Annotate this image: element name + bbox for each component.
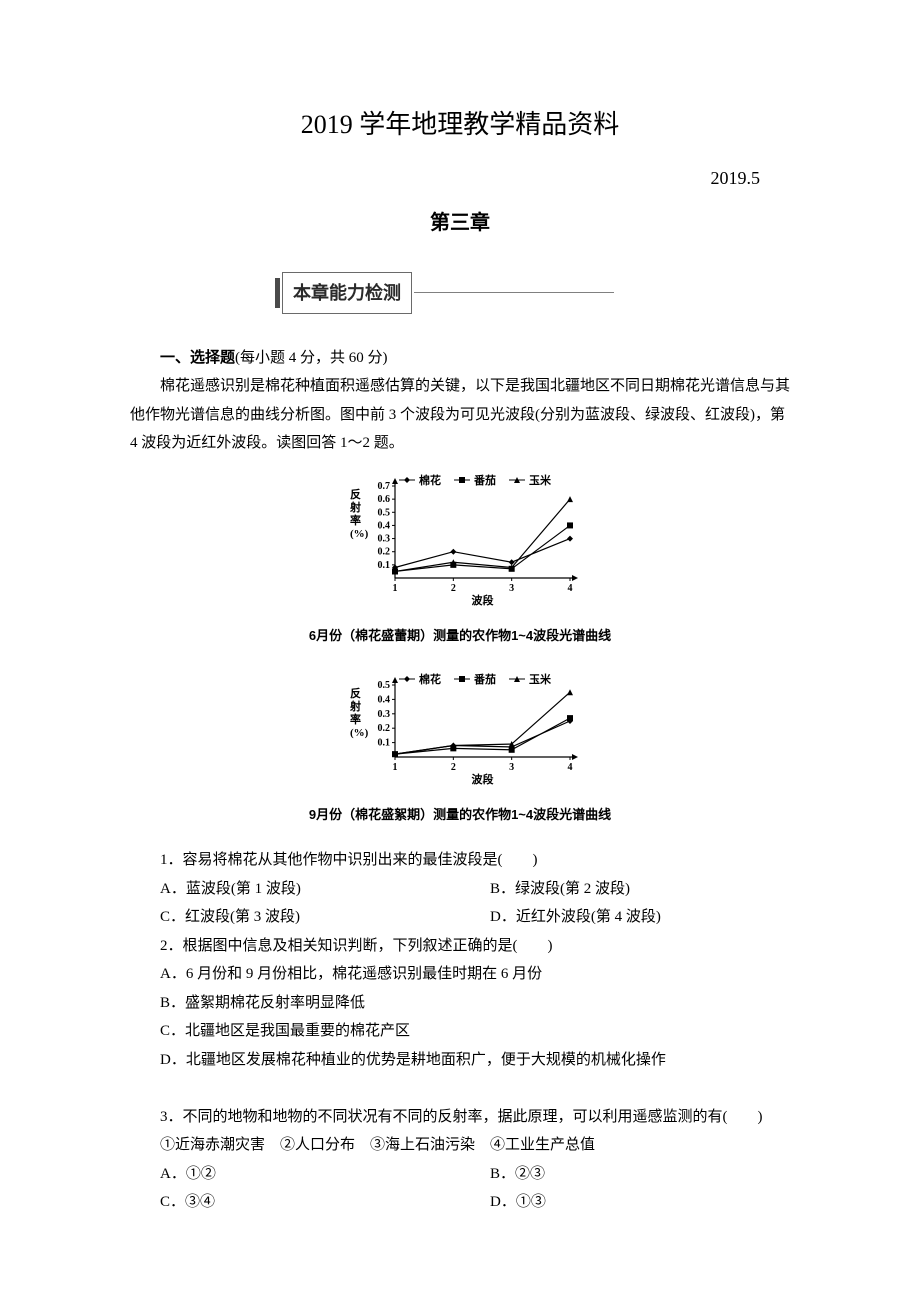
intro-paragraph: 棉花遥感识别是棉花种植面积遥感估算的关键，以下是我国北疆地区不同日期棉花光谱信息… [130, 372, 790, 458]
svg-text:2: 2 [451, 583, 456, 594]
chart-2-caption: 9月份（棉花盛絮期）测量的农作物1~4波段光谱曲线 [130, 803, 790, 828]
svg-text:0.4: 0.4 [378, 520, 391, 531]
q1-stem: 1．容易将棉花从其他作物中识别出来的最佳波段是( ) [130, 846, 790, 875]
main-title: 2019 学年地理教学精品资料 [130, 100, 790, 149]
ability-badge: 本章能力检测 [275, 272, 790, 314]
badge-underline [414, 292, 614, 293]
svg-text:射: 射 [349, 699, 361, 713]
svg-text:0.3: 0.3 [378, 533, 391, 544]
svg-text:(%): (%) [350, 727, 369, 739]
svg-text:棉花: 棉花 [419, 672, 441, 686]
q1-opt-b: B．绿波段(第 2 波段) [460, 875, 790, 904]
svg-text:0.5: 0.5 [378, 680, 391, 691]
svg-text:4: 4 [568, 583, 573, 594]
svg-text:0.2: 0.2 [378, 723, 391, 734]
date-line: 2019.5 [130, 161, 790, 195]
svg-text:0.4: 0.4 [378, 694, 391, 705]
svg-text:0.5: 0.5 [378, 507, 391, 518]
svg-text:0.1: 0.1 [378, 738, 391, 749]
q2-opt-d: D．北疆地区发展棉花种植业的优势是耕地面积广，便于大规模的机械化操作 [130, 1046, 790, 1075]
badge-bar [275, 278, 280, 308]
chart-1-caption: 6月份（棉花盛蕾期）测量的农作物1~4波段光谱曲线 [130, 624, 790, 649]
svg-text:波段: 波段 [472, 772, 494, 786]
chapter-title: 第三章 [130, 204, 790, 242]
svg-text:番茄: 番茄 [473, 672, 496, 686]
svg-text:反: 反 [350, 686, 361, 700]
q3-stem: 3．不同的地物和地物的不同状况有不同的反射率，据此原理，可以利用遥感监测的有( … [100, 1103, 790, 1132]
spacer [130, 1074, 790, 1103]
svg-text:射: 射 [349, 500, 361, 514]
q2-opt-b: B．盛絮期棉花反射率明显降低 [130, 989, 790, 1018]
q2-opt-a: A．6 月份和 9 月份相比，棉花遥感识别最佳时期在 6 月份 [130, 960, 790, 989]
q3-options-row2: C．③④ D．①③ [130, 1188, 790, 1217]
section-heading-note: (每小题 4 分，共 60 分) [235, 350, 388, 366]
svg-text:反: 反 [350, 487, 361, 501]
svg-text:0.3: 0.3 [378, 709, 391, 720]
q3-opt-d: D．①③ [460, 1188, 790, 1217]
svg-text:0.6: 0.6 [378, 494, 391, 505]
q1-options-row2: C．红波段(第 3 波段) D．近红外波段(第 4 波段) [130, 903, 790, 932]
q2-stem: 2．根据图中信息及相关知识判断，下列叙述正确的是( ) [130, 932, 790, 961]
svg-text:番茄: 番茄 [473, 473, 496, 487]
svg-text:3: 3 [509, 583, 514, 594]
svg-text:0.1: 0.1 [378, 560, 391, 571]
svg-text:波段: 波段 [472, 593, 494, 607]
svg-text:0.2: 0.2 [378, 546, 391, 557]
svg-text:3: 3 [509, 762, 514, 773]
chart-1: 0.1 0.2 0.3 0.4 0.5 0.6 0.7 1 2 3 4 反射率(%) 波段 棉花 番茄 玉米 [130, 468, 790, 619]
svg-text:(%): (%) [350, 528, 369, 540]
chart-2: 0.1 0.2 0.3 0.4 0.5 1 2 3 4 反射率(%) 波段 棉花 番茄 玉米 [130, 667, 790, 798]
q3-stem-text: 3．不同的地物和地物的不同状况有不同的反射率，据此原理，可以利用遥感监测的有( … [130, 1103, 763, 1132]
q1-options-row1: A．蓝波段(第 1 波段) B．绿波段(第 2 波段) [130, 875, 790, 904]
svg-text:1: 1 [393, 583, 398, 594]
q3-opt-a: A．①② [130, 1160, 460, 1189]
svg-text:率: 率 [350, 513, 361, 527]
svg-text:2: 2 [451, 762, 456, 773]
svg-text:4: 4 [568, 762, 573, 773]
svg-text:1: 1 [393, 762, 398, 773]
svg-text:玉米: 玉米 [529, 473, 552, 487]
chart-1-svg: 0.1 0.2 0.3 0.4 0.5 0.6 0.7 1 2 3 4 反射率(%) 波段 棉花 番茄 玉米 [340, 468, 580, 608]
section-heading-label: 一、选择题 [160, 350, 235, 366]
svg-text:棉花: 棉花 [419, 473, 441, 487]
q3-opt-c: C．③④ [130, 1188, 460, 1217]
q3-items: ①近海赤潮灾害 ②人口分布 ③海上石油污染 ④工业生产总值 [130, 1131, 790, 1160]
q3-options-row1: A．①② B．②③ [130, 1160, 790, 1189]
svg-text:玉米: 玉米 [529, 672, 552, 686]
q2-opt-c: C．北疆地区是我国最重要的棉花产区 [130, 1017, 790, 1046]
section-heading: 一、选择题(每小题 4 分，共 60 分) [130, 344, 790, 373]
q1-opt-d: D．近红外波段(第 4 波段) [460, 903, 790, 932]
chart-2-svg: 0.1 0.2 0.3 0.4 0.5 1 2 3 4 反射率(%) 波段 棉花 番茄 玉米 [340, 667, 580, 787]
svg-text:0.7: 0.7 [378, 481, 391, 492]
badge-label: 本章能力检测 [282, 272, 412, 314]
q1-opt-c: C．红波段(第 3 波段) [130, 903, 460, 932]
q1-opt-a: A．蓝波段(第 1 波段) [130, 875, 460, 904]
q3-opt-b: B．②③ [460, 1160, 790, 1189]
svg-text:率: 率 [350, 712, 361, 726]
